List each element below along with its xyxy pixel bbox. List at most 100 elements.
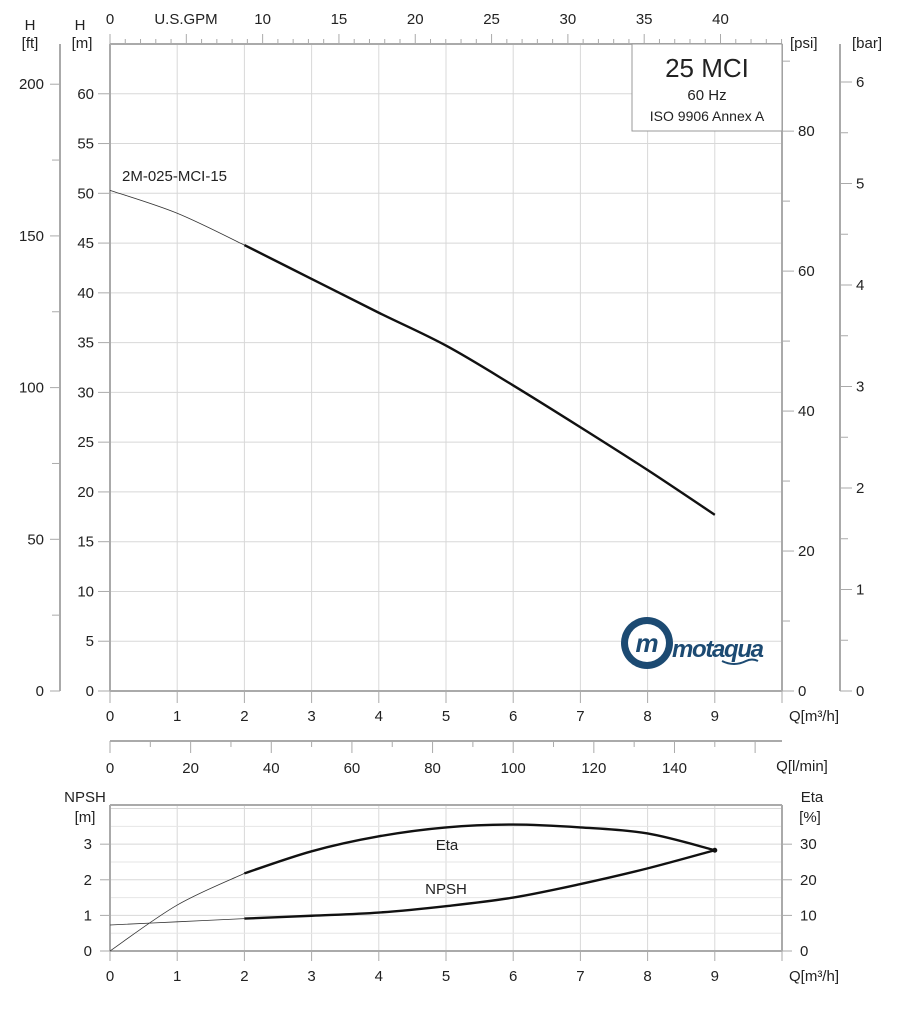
tick-label-bar: 4 — [856, 277, 864, 294]
tick-label-gpm: 15 — [331, 11, 348, 28]
tick-label-bar: 1 — [856, 581, 864, 598]
tick-label-npsh: 2 — [84, 872, 92, 889]
tick-label-q-bottom: 9 — [711, 968, 719, 985]
tick-label-npsh: 1 — [84, 907, 92, 924]
axis-title-gpm: U.S.GPM — [154, 11, 217, 28]
eta-curve-extrapolated — [109, 873, 245, 952]
head-curve — [243, 243, 716, 516]
axis-unit-npsh: [m] — [75, 809, 96, 826]
tick-label-h-ft: 150 — [19, 228, 44, 245]
tick-label-l-min: 140 — [662, 760, 687, 777]
tick-label-psi: 0 — [798, 683, 806, 700]
tick-label-q-m3h: 3 — [307, 708, 315, 725]
tick-label-q-m3h: 5 — [442, 708, 450, 725]
npsh-curve-extrapolated — [109, 918, 245, 926]
frequency-label: 60 Hz — [687, 87, 726, 104]
tick-label-h-m: 55 — [77, 136, 94, 153]
tick-label-gpm: 25 — [483, 11, 500, 28]
tick-label-q-bottom: 6 — [509, 968, 517, 985]
standard-label: ISO 9906 Annex A — [650, 108, 765, 124]
tick-label-gpm: 40 — [712, 11, 729, 28]
tick-label-h-m: 50 — [77, 185, 94, 202]
axis-unit-h-m: [m] — [72, 35, 93, 52]
tick-label-h-m: 25 — [77, 434, 94, 451]
tick-label-eta: 0 — [800, 943, 808, 960]
tick-label-eta: 10 — [800, 907, 817, 924]
tick-label-gpm: 20 — [407, 11, 424, 28]
tick-label-bar: 0 — [856, 683, 864, 700]
tick-label-gpm: 0 — [106, 11, 114, 28]
axis-title-eta: Eta — [801, 789, 824, 806]
tick-label-psi: 40 — [798, 403, 815, 420]
tick-label-q-bottom: 7 — [576, 968, 584, 985]
tick-label-bar: 2 — [856, 480, 864, 497]
tick-label-psi: 80 — [798, 123, 815, 140]
axis-title-npsh: NPSH — [64, 789, 106, 806]
tick-label-bar: 3 — [856, 378, 864, 395]
tick-label-psi: 60 — [798, 263, 815, 280]
tick-label-h-ft: 50 — [27, 531, 44, 548]
tick-label-eta: 20 — [800, 872, 817, 889]
tick-label-q-bottom: 4 — [375, 968, 383, 985]
tick-label-l-min: 0 — [106, 760, 114, 777]
tick-label-h-m: 0 — [86, 683, 94, 700]
tick-label-h-m: 10 — [77, 583, 94, 600]
axis-title-q-bottom: Q[m³/h] — [789, 968, 839, 985]
tick-label-npsh: 3 — [84, 836, 92, 853]
head-curve-extrapolated — [109, 189, 245, 246]
tick-label-q-bottom: 5 — [442, 968, 450, 985]
svg-text:m: m — [635, 628, 658, 658]
tick-label-h-ft: 200 — [19, 76, 44, 93]
tick-label-q-bottom: 0 — [106, 968, 114, 985]
tick-label-q-m3h: 7 — [576, 708, 584, 725]
tick-label-h-m: 40 — [77, 285, 94, 302]
tick-label-q-m3h: 4 — [375, 708, 383, 725]
tick-label-h-m: 5 — [86, 633, 94, 650]
tick-label-q-bottom: 2 — [240, 968, 248, 985]
title-box: 25 MCI 60 Hz ISO 9906 Annex A — [631, 43, 783, 132]
tick-label-h-m: 60 — [77, 86, 94, 103]
end-point-marker — [712, 847, 718, 853]
tick-label-npsh: 0 — [84, 943, 92, 960]
tick-label-gpm: 10 — [254, 11, 271, 28]
tick-label-h-m: 45 — [77, 235, 94, 252]
tick-label-q-m3h: 2 — [240, 708, 248, 725]
series-label-eta: Eta — [436, 837, 459, 854]
tick-label-l-min: 80 — [424, 760, 441, 777]
axis-unit-bar: [bar] — [852, 35, 882, 52]
tick-label-q-bottom: 3 — [307, 968, 315, 985]
tick-label-h-m: 30 — [77, 384, 94, 401]
tick-label-h-m: 35 — [77, 335, 94, 352]
npsh-curve — [244, 849, 716, 920]
tick-label-q-m3h: 9 — [711, 708, 719, 725]
tick-label-h-ft: 100 — [19, 380, 44, 397]
tick-label-l-min: 20 — [182, 760, 199, 777]
tick-label-h-ft: 0 — [36, 683, 44, 700]
series-label-npsh: NPSH — [425, 881, 467, 898]
tick-label-q-bottom: 1 — [173, 968, 181, 985]
tick-label-l-min: 100 — [501, 760, 526, 777]
tick-label-l-min: 40 — [263, 760, 280, 777]
tick-label-gpm: 35 — [636, 11, 653, 28]
svg-text:motaqua: motaqua — [672, 636, 764, 663]
series-label-head: 2M-025-MCI-15 — [122, 168, 227, 185]
tick-label-psi: 20 — [798, 543, 815, 560]
model-title: 25 MCI — [665, 53, 749, 83]
axis-title-q-m3h: Q[m³/h] — [789, 708, 839, 725]
axis-unit-h-ft: [ft] — [22, 35, 39, 52]
tick-label-q-m3h: 8 — [643, 708, 651, 725]
axis-title-l-min: Q[l/min] — [776, 758, 828, 775]
tick-label-l-min: 120 — [581, 760, 606, 777]
tick-label-q-m3h: 1 — [173, 708, 181, 725]
axis-title-h-ft: H — [25, 17, 36, 34]
motaqua-logo: m motaqua — [621, 617, 764, 669]
tick-label-h-m: 20 — [77, 484, 94, 501]
tick-label-q-m3h: 6 — [509, 708, 517, 725]
eta-curve — [244, 823, 716, 875]
axis-unit-psi: [psi] — [790, 35, 818, 52]
tick-label-bar: 6 — [856, 74, 864, 91]
tick-label-q-bottom: 8 — [643, 968, 651, 985]
axis-title-h-m: H — [75, 17, 86, 34]
tick-label-h-m: 15 — [77, 534, 94, 551]
